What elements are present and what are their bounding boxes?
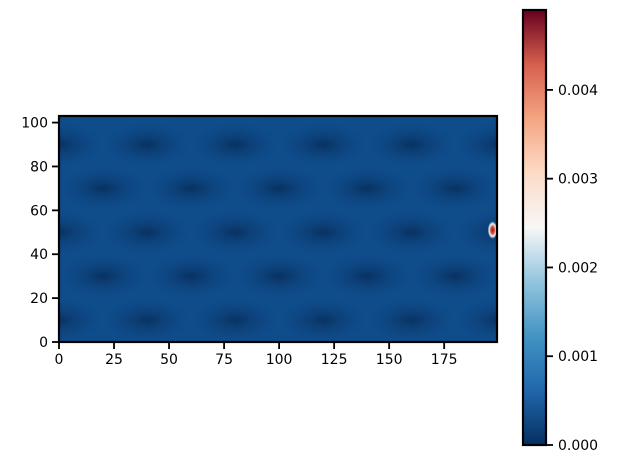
x-tick-label: 25 (105, 352, 123, 368)
colorbar: 0.000 0.001 0.002 0.003 0.004 (521, 8, 598, 454)
colorbar-axis: 0.000 0.001 0.002 0.003 0.004 (546, 83, 598, 454)
y-tick-label: 100 (21, 116, 48, 132)
heatmap-cell (417, 116, 493, 125)
heatmap-cell (406, 252, 497, 301)
heatmap-cell (450, 295, 497, 342)
heatmap-cell (142, 252, 240, 301)
heatmap-cell (329, 116, 405, 125)
heatmap-cell (153, 116, 229, 125)
colorbar-tick-label: 0.003 (558, 172, 598, 188)
heatmap-cell (362, 120, 460, 169)
heatmap-cell (274, 295, 372, 342)
colorbar-tick-label: 0.002 (558, 260, 598, 276)
y-tick-label: 60 (30, 203, 48, 219)
heatmap-cell (186, 295, 284, 342)
x-axis: 0 25 50 75 100 125 150 175 (55, 342, 458, 368)
x-tick-label: 75 (215, 352, 233, 368)
heatmap-cell (59, 295, 108, 342)
heatmap-cell (450, 120, 497, 169)
y-tick-label: 0 (39, 335, 48, 351)
x-tick-label: 175 (431, 352, 458, 368)
heatmap-cell (230, 252, 328, 301)
heatmap-cell (406, 164, 497, 213)
x-tick-label: 0 (55, 352, 64, 368)
heatmap-cell (241, 116, 317, 125)
colorbar-tick-label: 0.000 (558, 438, 598, 454)
heatmap-cell (59, 120, 108, 169)
colorbar-tick-label: 0.001 (558, 349, 598, 365)
heatmap-cell (59, 208, 108, 257)
heatmap-cell (186, 120, 284, 169)
heatmap-plot: 0 25 50 75 100 125 150 175 0 20 40 60 80 100 (21, 114, 499, 368)
x-tick-label: 100 (266, 352, 293, 368)
heatmap-cell (65, 116, 141, 125)
heatmap-cell (318, 164, 416, 213)
y-tick-label: 40 (30, 247, 48, 263)
y-tick-label: 80 (30, 159, 48, 175)
heatmap-cell (98, 120, 196, 169)
heatmap-cell (98, 208, 196, 257)
heatmap-cell (318, 252, 416, 301)
colorbar-tick-label: 0.004 (558, 83, 598, 99)
heatmap-peak-spot (487, 221, 497, 240)
heatmap-cell (362, 208, 460, 257)
heatmap-peak (487, 221, 497, 240)
heatmap-cell (59, 252, 152, 301)
heatmap-cell (230, 164, 328, 213)
heatmap-cell (98, 295, 196, 342)
y-tick-label: 20 (30, 291, 48, 307)
x-tick-label: 50 (160, 352, 178, 368)
heatmap-cell (450, 208, 497, 257)
heatmap-cell (274, 120, 372, 169)
x-tick-label: 150 (376, 352, 403, 368)
x-tick-label: 125 (321, 352, 348, 368)
heatmap-cells (59, 116, 497, 342)
heatmap-cell (142, 164, 240, 213)
plot-frame (57, 114, 499, 344)
heatmap-cell (274, 208, 372, 257)
colorbar-gradient (521, 8, 548, 447)
y-axis: 0 20 40 60 80 100 (21, 116, 59, 351)
heatmap-cell (186, 208, 284, 257)
heatmap-cell (59, 164, 152, 213)
heatmap-cell (362, 295, 460, 342)
